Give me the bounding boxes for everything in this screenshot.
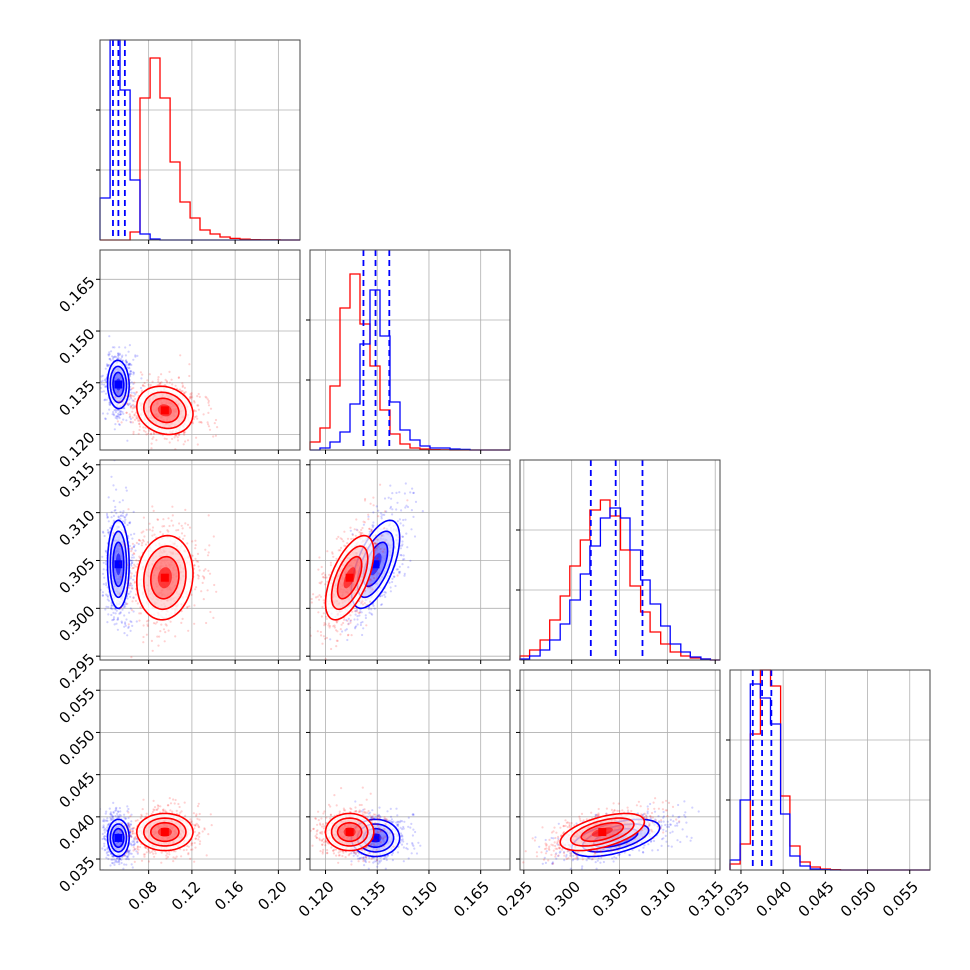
histogram-blue-param-1 xyxy=(310,289,510,451)
x-tick-label: 0.150 xyxy=(398,878,441,921)
x-tick-label: 0.20 xyxy=(254,878,290,914)
scatter-red-3-0 xyxy=(118,797,213,864)
scatter-blue-1-0 xyxy=(100,335,143,442)
x-tick-label: 0.310 xyxy=(637,878,680,921)
scatter-red-3-2 xyxy=(522,797,681,865)
scatter-red-3-1 xyxy=(310,786,395,866)
scatter-red-2-0 xyxy=(112,505,218,659)
scatter-red-2-1 xyxy=(310,483,409,660)
histogram-red-param-2 xyxy=(519,499,720,661)
x-tick-label: 0.055 xyxy=(879,878,922,921)
x-tick-label: 0.165 xyxy=(450,878,493,921)
histogram-panel-1 xyxy=(306,249,511,454)
histogram-blue-param-2 xyxy=(519,507,720,661)
x-tick-label: 0.16 xyxy=(211,878,247,914)
histogram-panel-3 xyxy=(726,669,931,874)
y-tick-label: 0.050 xyxy=(55,726,98,769)
scatter-panel-2-0 xyxy=(96,459,301,664)
x-tick-label: 0.135 xyxy=(347,878,390,921)
x-tick-label: 0.045 xyxy=(795,878,838,921)
histogram-panel-2 xyxy=(516,459,721,664)
y-tick-label: 0.035 xyxy=(55,853,98,896)
y-tick-label: 0.305 xyxy=(55,554,98,597)
y-tick-label: 0.150 xyxy=(55,325,98,368)
histogram-red-param-3 xyxy=(729,669,930,871)
x-tick-label: 0.300 xyxy=(541,878,584,921)
y-tick-label: 0.040 xyxy=(55,811,98,854)
x-tick-label: 0.08 xyxy=(125,878,161,914)
scatter-panel-1-0 xyxy=(96,249,301,454)
y-tick-label: 0.135 xyxy=(55,377,98,420)
scatter-panel-2-1 xyxy=(306,459,511,664)
y-tick-label: 0.295 xyxy=(55,650,98,693)
histogram-blue-param-0 xyxy=(99,39,300,241)
scatter-panel-3-0 xyxy=(96,669,301,874)
scatter-panel-3-2 xyxy=(516,669,721,874)
scatter-panel-3-1 xyxy=(306,669,511,874)
y-tick-label: 0.300 xyxy=(55,602,98,645)
y-tick-label: 0.045 xyxy=(55,768,98,811)
x-tick-label: 0.295 xyxy=(493,878,536,921)
scatter-blue-2-0 xyxy=(100,460,140,637)
histogram-panel-0 xyxy=(96,39,301,244)
x-tick-label: 0.305 xyxy=(589,878,632,921)
x-tick-label: 0.040 xyxy=(752,878,795,921)
y-tick-label: 0.310 xyxy=(55,506,98,549)
scatter-red-1-0 xyxy=(114,354,219,450)
y-tick-label: 0.165 xyxy=(55,273,98,316)
histogram-red-param-1 xyxy=(309,273,510,451)
scatter-blue-3-0 xyxy=(100,801,145,870)
x-tick-label: 0.120 xyxy=(295,878,338,921)
y-tick-label: 0.055 xyxy=(55,684,98,727)
x-tick-label: 0.050 xyxy=(837,878,880,921)
x-tick-label: 0.12 xyxy=(168,878,204,914)
